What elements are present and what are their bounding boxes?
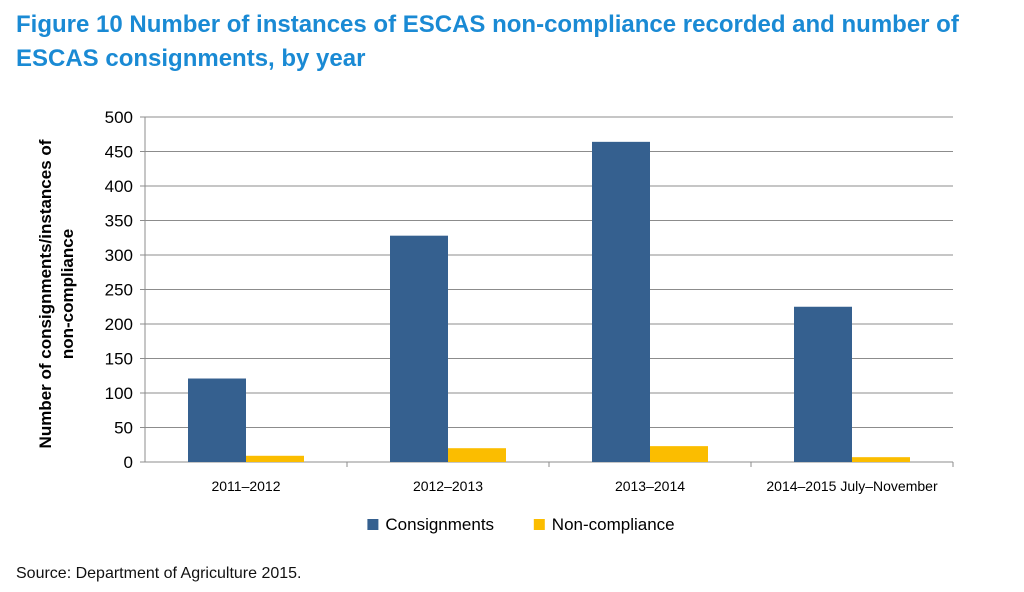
bar-consignments (390, 235, 448, 462)
x-tick-label: 2011–2012 (211, 478, 280, 494)
y-tick-label: 250 (105, 281, 133, 300)
y-tick-label: 300 (105, 246, 133, 265)
bar-consignments (592, 141, 650, 462)
y-tick-label: 200 (105, 315, 133, 334)
y-tick-label: 450 (105, 143, 133, 162)
y-tick-label: 50 (114, 419, 133, 438)
y-tick-label: 150 (105, 350, 133, 369)
y-tick-label: 0 (124, 453, 133, 472)
bar-consignments (188, 378, 246, 462)
bar-non-compliance (246, 455, 304, 462)
x-tick-label: 2013–2014 (615, 478, 685, 494)
bars (188, 141, 910, 462)
legend-label-non-compliance: Non-compliance (552, 515, 675, 534)
source-note: Source: Department of Agriculture 2015. (16, 565, 302, 582)
legend: Consignments Non-compliance (367, 515, 675, 534)
legend-swatch-consignments (367, 519, 379, 530)
y-tick-label: 400 (105, 177, 133, 196)
x-tick-label: 2012–2013 (413, 478, 483, 494)
legend-label-consignments: Consignments (385, 515, 494, 534)
bar-non-compliance (650, 446, 708, 462)
x-tick-label: 2014–2015 July–November (766, 478, 938, 494)
bar-non-compliance (852, 457, 910, 462)
x-tick-labels: 2011–2012 2012–2013 2013–2014 2014–2015 Jul… (211, 478, 937, 494)
y-tick-labels: 0 50 100 150 200 250 300 350 400 450 500 (105, 108, 133, 472)
y-axis-label-line-1: Number of consignments/instances of (36, 139, 55, 448)
y-tick-label: 350 (105, 212, 133, 231)
bar-consignments (794, 306, 852, 462)
bar-non-compliance (448, 448, 506, 462)
y-tick-label: 500 (105, 108, 133, 127)
y-axis-label-line-2: non-compliance (58, 229, 77, 359)
figure-title: Figure 10 Number of instances of ESCAS n… (16, 11, 959, 72)
y-tick-label: 100 (105, 384, 133, 403)
legend-swatch-non-compliance (533, 519, 545, 530)
